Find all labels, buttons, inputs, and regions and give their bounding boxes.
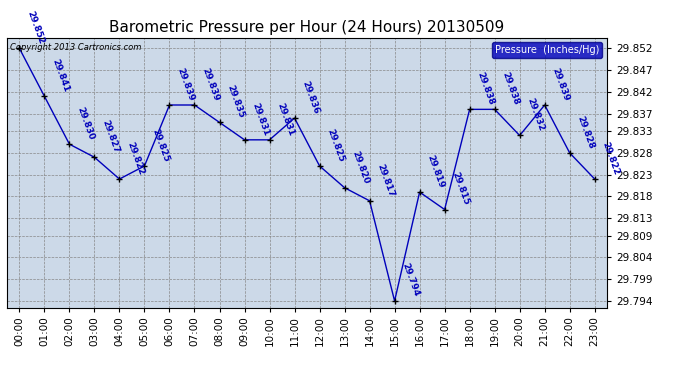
Text: 29.822: 29.822 <box>600 141 620 176</box>
Title: Barometric Pressure per Hour (24 Hours) 20130509: Barometric Pressure per Hour (24 Hours) … <box>110 20 504 35</box>
Text: 29.817: 29.817 <box>375 162 395 198</box>
Text: 29.831: 29.831 <box>250 101 270 137</box>
Text: 29.839: 29.839 <box>200 66 220 102</box>
Text: 29.815: 29.815 <box>450 171 471 207</box>
Text: 29.838: 29.838 <box>500 71 520 106</box>
Text: 29.831: 29.831 <box>275 101 295 137</box>
Text: 29.794: 29.794 <box>400 262 421 298</box>
Text: 29.832: 29.832 <box>525 97 546 133</box>
Text: 29.838: 29.838 <box>475 71 495 106</box>
Text: Copyright 2013 Cartronics.com: Copyright 2013 Cartronics.com <box>10 43 141 52</box>
Text: 29.852: 29.852 <box>25 10 46 46</box>
Text: 29.822: 29.822 <box>125 141 146 176</box>
Text: 29.839: 29.839 <box>175 66 195 102</box>
Text: 29.839: 29.839 <box>550 66 571 102</box>
Text: 29.841: 29.841 <box>50 58 70 93</box>
Text: 29.828: 29.828 <box>575 114 595 150</box>
Text: 29.819: 29.819 <box>425 153 446 189</box>
Text: 29.825: 29.825 <box>325 128 346 163</box>
Text: 29.835: 29.835 <box>225 84 246 120</box>
Text: 29.836: 29.836 <box>300 80 320 115</box>
Legend: Pressure  (Inches/Hg): Pressure (Inches/Hg) <box>492 42 602 58</box>
Text: 29.825: 29.825 <box>150 128 170 163</box>
Text: 29.827: 29.827 <box>100 118 120 154</box>
Text: 29.830: 29.830 <box>75 106 95 141</box>
Text: 29.820: 29.820 <box>350 149 371 185</box>
